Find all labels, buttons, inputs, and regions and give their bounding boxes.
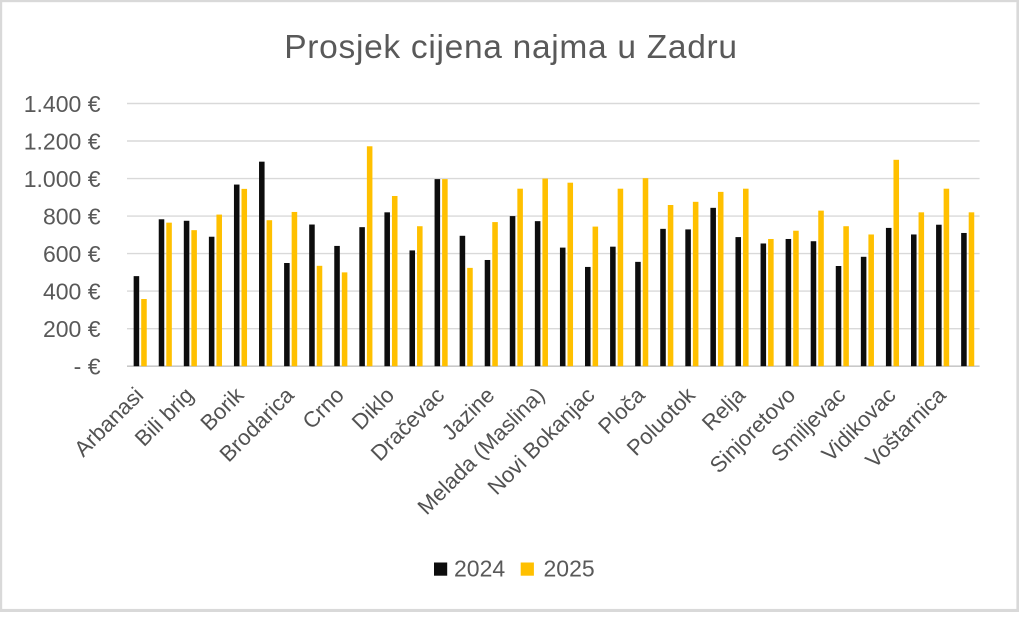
svg-text:200 €: 200 € [43,316,101,342]
svg-text:Prosjek cijena najma u Zadru: Prosjek cijena najma u Zadru [284,29,737,66]
svg-text:1.000 €: 1.000 € [24,166,101,192]
svg-text:2024: 2024 [454,555,505,581]
svg-text:2025: 2025 [544,555,595,581]
svg-text:800 €: 800 € [43,204,101,230]
svg-text:- €: - € [74,354,101,380]
svg-text:600 €: 600 € [43,241,101,267]
svg-text:1.400 €: 1.400 € [24,91,101,117]
svg-text:1.200 €: 1.200 € [24,128,101,154]
svg-text:400 €: 400 € [43,279,101,305]
